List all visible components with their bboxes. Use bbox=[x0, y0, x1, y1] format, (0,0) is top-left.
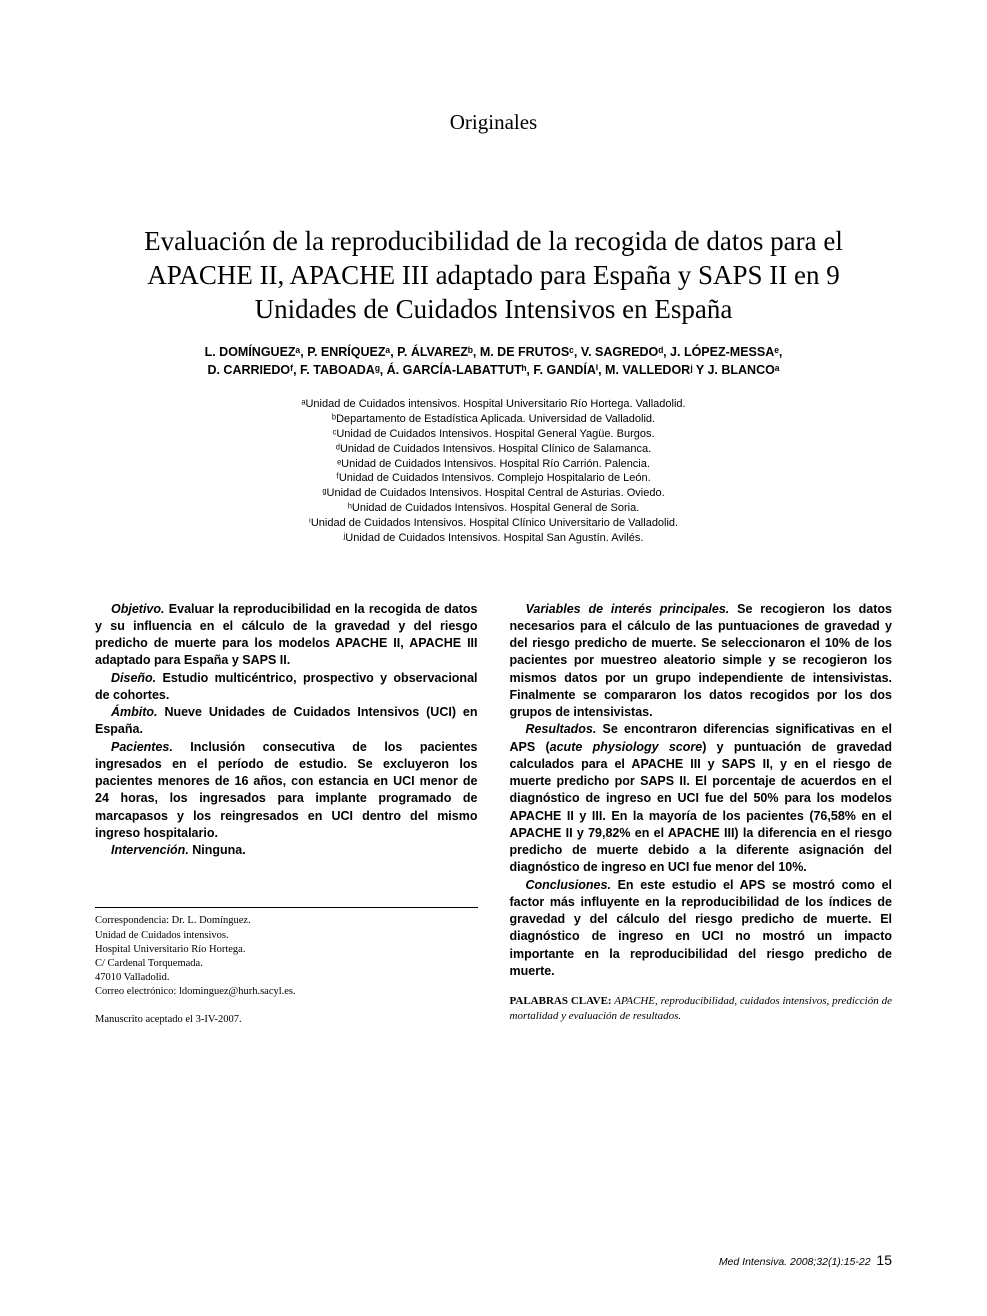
abstract-text: ) y puntuación de gravedad calculados pa… bbox=[510, 740, 893, 875]
affiliation: ʲUnidad de Cuidados Intensivos. Hospital… bbox=[175, 531, 812, 546]
abstract-item: Resultados. Se encontraron diferencias s… bbox=[510, 721, 893, 876]
page-number: 15 bbox=[876, 1252, 892, 1268]
manuscript-date: Manuscrito aceptado el 3-IV-2007. bbox=[95, 1013, 478, 1027]
abstract-label: Variables de interés principales. bbox=[526, 602, 730, 616]
affiliation: ⁱUnidad de Cuidados Intensivos. Hospital… bbox=[175, 516, 812, 531]
keywords-block: PALABRAS CLAVE: APACHE, reproducibilidad… bbox=[510, 994, 893, 1024]
footer-citation: Med Intensiva. 2008;32(1):15-22 bbox=[719, 1256, 871, 1268]
affiliation: ᵍUnidad de Cuidados Intensivos. Hospital… bbox=[175, 486, 812, 501]
abstract-item: Intervención. Ninguna. bbox=[95, 842, 478, 859]
abstract-text: En este estudio el APS se mostró como el… bbox=[510, 878, 893, 978]
affiliation: ᶠUnidad de Cuidados Intensivos. Complejo… bbox=[175, 471, 812, 486]
abstract-text: Ninguna. bbox=[189, 843, 246, 857]
abstract-label: Intervención. bbox=[111, 843, 189, 857]
correspondence-line: Correo electrónico: ldominguez@hurh.sacy… bbox=[95, 985, 478, 999]
abstract-label: Pacientes. bbox=[111, 740, 173, 754]
left-column: Objetivo. Evaluar la reproducibilidad en… bbox=[95, 601, 478, 1028]
abstract-label: Objetivo. bbox=[111, 602, 164, 616]
correspondence-line: Correspondencia: Dr. L. Domínguez. bbox=[95, 914, 478, 928]
right-column: Variables de interés principales. Se rec… bbox=[510, 601, 893, 1028]
abstract-text: Inclusión consecutiva de los pacientes i… bbox=[95, 740, 478, 840]
page-footer: Med Intensiva. 2008;32(1):15-22 15 bbox=[719, 1252, 892, 1268]
authors-line-2: D. CARRIEDOᶠ, F. TABOADAᵍ, Á. GARCÍA-LAB… bbox=[125, 362, 862, 380]
affiliation: ᵇDepartamento de Estadística Aplicada. U… bbox=[175, 412, 812, 427]
abstract-item: Ámbito. Nueve Unidades de Cuidados Inten… bbox=[95, 704, 478, 739]
authors-line-1: L. DOMÍNGUEZᵃ, P. ENRÍQUEZᵃ, P. ÁLVAREZᵇ… bbox=[125, 344, 862, 362]
affiliation: ᵉUnidad de Cuidados Intensivos. Hospital… bbox=[175, 457, 812, 472]
affiliation: ᵈUnidad de Cuidados Intensivos. Hospital… bbox=[175, 442, 812, 457]
abstract-text: Se recogieron los datos necesarios para … bbox=[510, 602, 893, 720]
abstract-label: Resultados. bbox=[526, 722, 597, 736]
correspondence-line: Hospital Universitario Río Hortega. bbox=[95, 943, 478, 957]
correspondence-line: 47010 Valladolid. bbox=[95, 971, 478, 985]
keywords-label: PALABRAS CLAVE: bbox=[510, 995, 612, 1007]
authors-block: L. DOMÍNGUEZᵃ, P. ENRÍQUEZᵃ, P. ÁLVAREZᵇ… bbox=[95, 344, 892, 379]
abstract-columns: Objetivo. Evaluar la reproducibilidad en… bbox=[95, 601, 892, 1028]
section-label: Originales bbox=[95, 110, 892, 135]
abstract-label: Diseño. bbox=[111, 671, 156, 685]
affiliation: ʰUnidad de Cuidados Intensivos. Hospital… bbox=[175, 501, 812, 516]
abstract-item: Pacientes. Inclusión consecutiva de los … bbox=[95, 739, 478, 843]
affiliations-block: ᵃUnidad de Cuidados intensivos. Hospital… bbox=[95, 397, 892, 545]
abstract-item: Objetivo. Evaluar la reproducibilidad en… bbox=[95, 601, 478, 670]
abstract-label: Conclusiones. bbox=[526, 878, 611, 892]
article-title: Evaluación de la reproducibilidad de la … bbox=[95, 225, 892, 326]
abstract-italic: acute physiology score bbox=[550, 740, 703, 754]
abstract-item: Variables de interés principales. Se rec… bbox=[510, 601, 893, 722]
correspondence-block: Correspondencia: Dr. L. Domínguez. Unida… bbox=[95, 907, 478, 999]
abstract-label: Ámbito. bbox=[111, 705, 158, 719]
abstract-item: Conclusiones. En este estudio el APS se … bbox=[510, 877, 893, 981]
abstract-item: Diseño. Estudio multicéntrico, prospecti… bbox=[95, 670, 478, 705]
affiliation: ᵃUnidad de Cuidados intensivos. Hospital… bbox=[175, 397, 812, 412]
affiliation: ᶜUnidad de Cuidados Intensivos. Hospital… bbox=[175, 427, 812, 442]
correspondence-line: C/ Cardenal Torquemada. bbox=[95, 957, 478, 971]
correspondence-line: Unidad de Cuidados intensivos. bbox=[95, 929, 478, 943]
